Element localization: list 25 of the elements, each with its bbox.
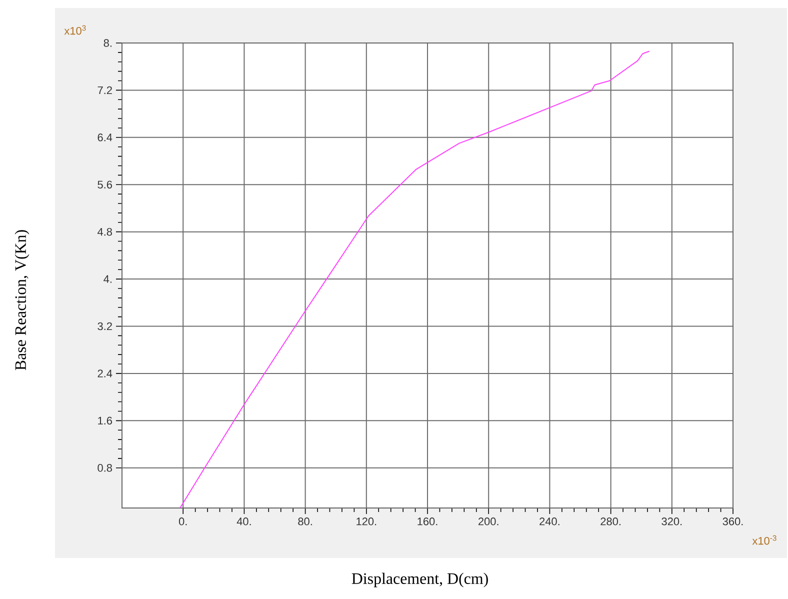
x-tick-label: 120.	[356, 518, 376, 526]
x-tick-label: 280.	[600, 518, 620, 526]
y-tick-label: 4.8	[97, 228, 112, 236]
x-tick-label: 360.	[722, 518, 743, 526]
y-tick-label: 7.2	[98, 86, 112, 94]
text: x10$^{-3}$	[752, 535, 776, 545]
x-tick-label: 80.	[298, 518, 312, 526]
y-tick-label: 4.	[104, 275, 112, 283]
y-tick-label: 5.6	[98, 180, 112, 188]
y-tick-label: 6.4	[98, 134, 112, 142]
x-tick-label: 40.	[236, 518, 251, 526]
x-tick-label: 320.	[662, 518, 682, 526]
y-axis-title: Base Reaction, V(Kn)	[14, 230, 30, 370]
x-tick-label: 0.	[178, 518, 187, 526]
y-tick-label: 8.	[104, 39, 112, 47]
x-tick-label: 160.	[418, 518, 438, 526]
text: x10$^{3}$	[64, 25, 86, 35]
x-axis-title: Displacement, D(cm)	[352, 572, 488, 588]
x-tick-label: 200.	[478, 518, 498, 526]
x-tick-label: 240.	[540, 518, 560, 526]
line-series	[180, 50, 650, 508]
y-tick-label: 0.8	[98, 464, 112, 472]
y-tick-label: 1.6	[98, 416, 112, 425]
y-tick-label: 3.2	[98, 322, 112, 330]
y-tick-label: 2.4	[98, 370, 112, 378]
